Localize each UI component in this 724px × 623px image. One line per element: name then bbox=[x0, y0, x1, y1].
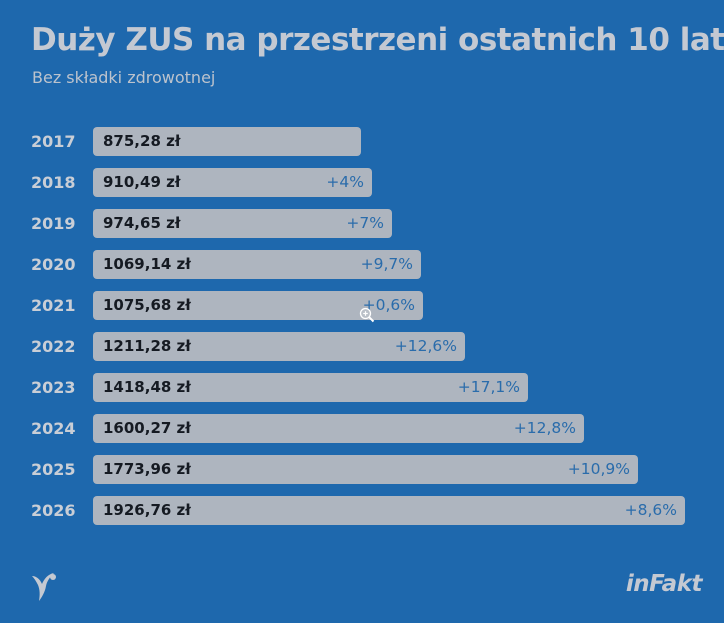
bar: 1069,14 zł +9,7% bbox=[93, 250, 421, 279]
zoom-in-cursor-icon bbox=[359, 307, 375, 323]
year-label: 2022 bbox=[31, 337, 76, 356]
bar-change-label: +9,7% bbox=[360, 255, 413, 273]
bar: 1075,68 zł +0,6% bbox=[93, 291, 423, 320]
bar-change-label: +4% bbox=[326, 173, 364, 191]
bar-change-label: +10,9% bbox=[567, 460, 630, 478]
bar-value-label: 910,49 zł bbox=[103, 173, 181, 191]
bar-change-label: +12,8% bbox=[513, 419, 576, 437]
bar: 1600,27 zł +12,8% bbox=[93, 414, 584, 443]
bar: 1211,28 zł +12,6% bbox=[93, 332, 465, 361]
bar: 1418,48 zł +17,1% bbox=[93, 373, 528, 402]
chart-subtitle: Bez składki zdrowotnej bbox=[32, 68, 216, 87]
year-label: 2026 bbox=[31, 501, 76, 520]
bar-change-label: +17,1% bbox=[457, 378, 520, 396]
bar-value-label: 875,28 zł bbox=[103, 132, 181, 150]
year-label: 2025 bbox=[31, 460, 76, 479]
bar-value-label: 1075,68 zł bbox=[103, 296, 191, 314]
bar: 974,65 zł +7% bbox=[93, 209, 392, 238]
infakt-logo: inFakt bbox=[625, 571, 703, 597]
bar-value-label: 1926,76 zł bbox=[103, 501, 191, 519]
chart-title: Duży ZUS na przestrzeni ostatnich 10 lat bbox=[31, 22, 724, 58]
bar-change-label: +7% bbox=[346, 214, 384, 232]
year-label: 2024 bbox=[31, 419, 76, 438]
bar: 875,28 zł bbox=[93, 127, 361, 156]
bar-change-label: +8,6% bbox=[624, 501, 677, 519]
year-label: 2017 bbox=[31, 132, 76, 151]
bar: 1926,76 zł +8,6% bbox=[93, 496, 685, 525]
bar-value-label: 1600,27 zł bbox=[103, 419, 191, 437]
bar-value-label: 1418,48 zł bbox=[103, 378, 191, 396]
year-label: 2023 bbox=[31, 378, 76, 397]
year-label: 2018 bbox=[31, 173, 76, 192]
bar: 1773,96 zł +10,9% bbox=[93, 455, 638, 484]
bar-change-label: +0,6% bbox=[362, 296, 415, 314]
bird-logo-icon bbox=[32, 573, 56, 601]
year-label: 2020 bbox=[31, 255, 76, 274]
year-label: 2019 bbox=[31, 214, 76, 233]
year-label: 2021 bbox=[31, 296, 76, 315]
bar-value-label: 974,65 zł bbox=[103, 214, 181, 232]
bar: 910,49 zł +4% bbox=[93, 168, 372, 197]
bar-value-label: 1773,96 zł bbox=[103, 460, 191, 478]
bar-change-label: +12,6% bbox=[394, 337, 457, 355]
bar-value-label: 1211,28 zł bbox=[103, 337, 191, 355]
bar-value-label: 1069,14 zł bbox=[103, 255, 191, 273]
